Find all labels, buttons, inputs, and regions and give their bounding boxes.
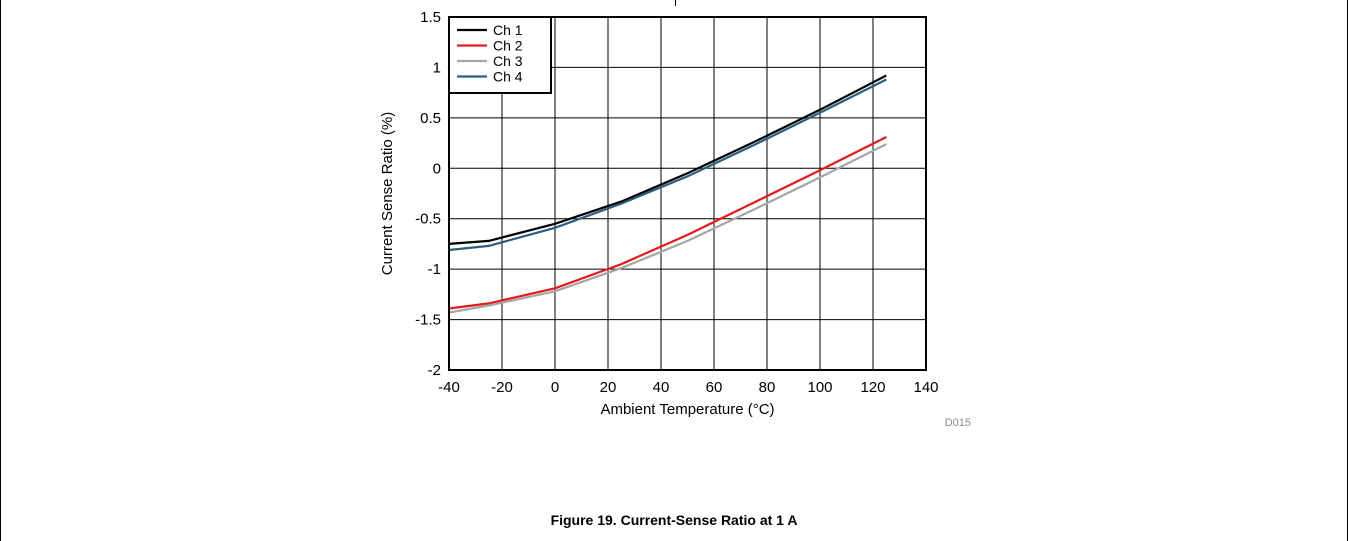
y-tick-label: 0 <box>433 160 441 177</box>
y-tick-labels: -2 -1.5 -1 -0.5 0 0.5 1 1.5 <box>415 9 441 379</box>
x-tick-label: 0 <box>551 379 559 396</box>
series-line-ch3 <box>448 143 887 314</box>
x-tick-labels: -40 -20 0 20 40 60 80 100 120 140 <box>438 379 938 396</box>
x-axis-title: Ambient Temperature (°C) <box>600 401 774 418</box>
series-lines <box>448 74 887 314</box>
figure-caption: Figure 19. Current-Sense Ratio at 1 A <box>550 512 798 528</box>
x-tick-label: 120 <box>860 379 885 396</box>
series-line-ch1 <box>448 74 887 245</box>
page-border-top-tick <box>675 0 676 6</box>
series-line-ch4 <box>448 78 887 252</box>
legend-label-ch1: Ch 1 <box>493 22 523 38</box>
x-tick-label: -20 <box>491 379 513 396</box>
x-tick-label: 100 <box>807 379 832 396</box>
series-line-ch2 <box>448 136 887 310</box>
figure-id-label: D015 <box>945 417 971 429</box>
x-tick-label: 80 <box>759 379 776 396</box>
y-tick-label: -1.5 <box>415 312 441 329</box>
page-border-left <box>0 0 1 541</box>
x-tick-label: -40 <box>438 379 460 396</box>
y-tick-label: 1.5 <box>420 9 441 26</box>
y-axis-title: Current Sense Ratio (%) <box>379 112 396 275</box>
legend-box <box>448 16 552 94</box>
y-tick-label: 1 <box>433 59 441 76</box>
legend-label-ch2: Ch 2 <box>493 38 523 54</box>
x-tick-label: 140 <box>913 379 938 396</box>
legend: Ch 1Ch 2Ch 3Ch 4 <box>448 16 552 94</box>
y-tick-label: -1 <box>428 261 441 278</box>
y-tick-label: -0.5 <box>415 211 441 228</box>
chart: -40 -20 0 20 40 60 80 100 120 140 -2 -1.5 -1 -0.5 0 0.… <box>379 9 971 429</box>
y-tick-label: -2 <box>428 362 441 379</box>
x-tick-label: 20 <box>600 379 617 396</box>
legend-label-ch3: Ch 3 <box>493 53 523 69</box>
x-tick-label: 40 <box>653 379 670 396</box>
y-tick-label: 0.5 <box>420 110 441 127</box>
plot-frame <box>448 16 927 371</box>
x-tick-label: 60 <box>706 379 723 396</box>
legend-label-ch4: Ch 4 <box>493 69 523 85</box>
